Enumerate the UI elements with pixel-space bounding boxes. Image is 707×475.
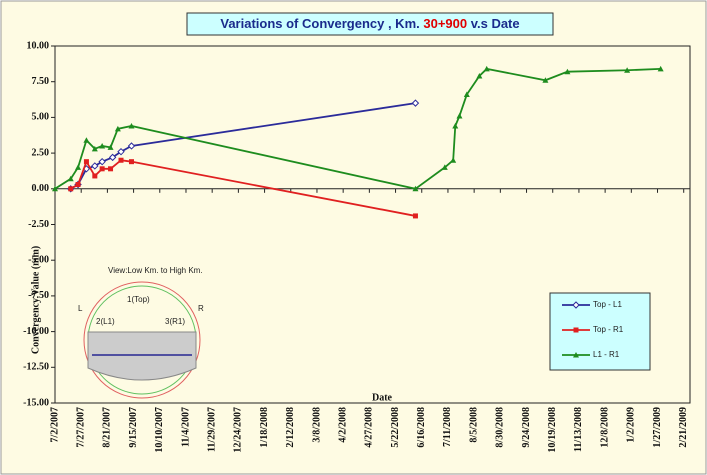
tunnel-inset: View:Low Km. to High Km. L R 1(Top) 2(L1… xyxy=(78,266,204,399)
inset-label: 2(L1) xyxy=(96,317,115,326)
data-point xyxy=(564,68,571,75)
title-part: Variations of Convergency , Km. xyxy=(220,16,423,31)
x-axis-label: Date xyxy=(372,392,393,403)
data-point xyxy=(452,122,459,129)
title-part: 30+900 xyxy=(423,16,467,31)
data-point xyxy=(52,185,58,192)
x-tick-label: 8/21/2007 xyxy=(102,407,113,448)
x-tick-label: 9/24/2008 xyxy=(521,407,532,448)
data-point xyxy=(108,153,117,162)
y-tick-label: -10.00 xyxy=(23,326,49,337)
data-point xyxy=(68,186,74,192)
y-tick-label: -15.00 xyxy=(23,397,49,408)
data-point xyxy=(98,157,106,166)
data-point xyxy=(107,144,114,150)
data-point xyxy=(92,173,98,179)
legend-label: Top - L1 xyxy=(593,300,622,309)
data-point xyxy=(463,91,470,98)
data-point xyxy=(441,164,448,170)
x-tick-label: 5/22/2008 xyxy=(390,407,401,448)
legend-label: L1 - R1 xyxy=(593,350,620,359)
x-tick-label: 3/8/2008 xyxy=(311,407,322,443)
y-tick-label: -12.50 xyxy=(23,362,49,373)
y-tick-label: 2.50 xyxy=(32,147,50,158)
x-tick-label: 2/21/2009 xyxy=(678,407,689,448)
x-tick-label: 11/13/2008 xyxy=(573,407,584,452)
legend-marker xyxy=(572,301,580,309)
x-tick-label: 9/15/2007 xyxy=(128,407,139,448)
x-tick-label: 6/16/2008 xyxy=(416,407,427,448)
x-tick-label: 1/27/2009 xyxy=(652,407,663,448)
title-part: v.s Date xyxy=(467,16,520,31)
y-tick-label: 5.00 xyxy=(32,112,50,123)
x-tick-label: 4/27/2008 xyxy=(364,407,375,448)
data-point xyxy=(114,125,121,132)
x-tick-label: 10/10/2007 xyxy=(154,407,165,453)
data-point xyxy=(75,164,82,170)
data-point xyxy=(411,99,420,107)
y-tick-label: 10.00 xyxy=(27,40,50,51)
x-tick-label: 11/29/2007 xyxy=(206,407,217,452)
data-point xyxy=(542,77,549,83)
inset-label: 3(R1) xyxy=(165,317,185,326)
x-tick-label: 1/2/2009 xyxy=(626,407,637,443)
data-point xyxy=(108,166,114,172)
x-tick-label: 7/27/2007 xyxy=(75,407,86,448)
x-tick-label: 10/19/2008 xyxy=(547,407,558,453)
inset-label: 1(Top) xyxy=(127,295,150,304)
data-point xyxy=(67,175,74,182)
x-tick-label: 11/4/2007 xyxy=(180,407,191,447)
y-tick-label: -5.00 xyxy=(28,254,49,265)
data-point xyxy=(83,137,90,143)
data-point xyxy=(483,65,490,72)
y-tick-label: 0.00 xyxy=(32,183,50,194)
x-tick-label: 8/5/2008 xyxy=(468,407,479,443)
inset-label: View:Low Km. to High Km. xyxy=(108,266,203,275)
legend-marker xyxy=(573,352,579,358)
data-point xyxy=(128,159,134,165)
chart-title: Variations of Convergency , Km. 30+900 v… xyxy=(220,16,519,31)
data-point xyxy=(118,157,124,163)
x-tick-label: 8/30/2008 xyxy=(495,407,506,448)
data-point xyxy=(75,182,81,188)
data-point xyxy=(91,145,98,152)
inset-label: L xyxy=(78,304,83,313)
data-point xyxy=(91,162,99,170)
x-tick-label: 4/2/2008 xyxy=(337,407,348,443)
y-tick-label: -2.50 xyxy=(28,219,49,230)
data-point xyxy=(99,142,106,149)
data-point xyxy=(412,185,419,192)
x-tick-label: 12/24/2007 xyxy=(233,407,244,453)
data-point xyxy=(476,72,483,79)
data-point xyxy=(128,122,135,129)
y-axis-label: Convergency Value (mm) xyxy=(30,246,41,354)
data-point xyxy=(83,159,89,165)
x-tick-label: 7/2/2007 xyxy=(49,407,60,443)
x-tick-label: 12/8/2008 xyxy=(599,407,610,448)
inset-label: R xyxy=(198,304,204,313)
data-point xyxy=(657,65,664,72)
y-tick-label: 7.50 xyxy=(32,76,50,87)
x-tick-label: 1/18/2008 xyxy=(259,407,270,448)
y-tick-label: -7.50 xyxy=(28,290,49,301)
data-point xyxy=(412,213,418,219)
x-tick-label: 2/12/2008 xyxy=(285,407,296,448)
data-point xyxy=(117,147,125,156)
data-point xyxy=(99,166,105,172)
x-tick-label: 7/11/2008 xyxy=(442,407,453,447)
data-point xyxy=(127,142,136,150)
legend-label: Top - R1 xyxy=(593,325,624,334)
data-point xyxy=(624,67,631,73)
legend-marker xyxy=(573,327,579,333)
data-point xyxy=(456,112,463,119)
title-box xyxy=(186,12,554,36)
data-point xyxy=(450,157,457,163)
